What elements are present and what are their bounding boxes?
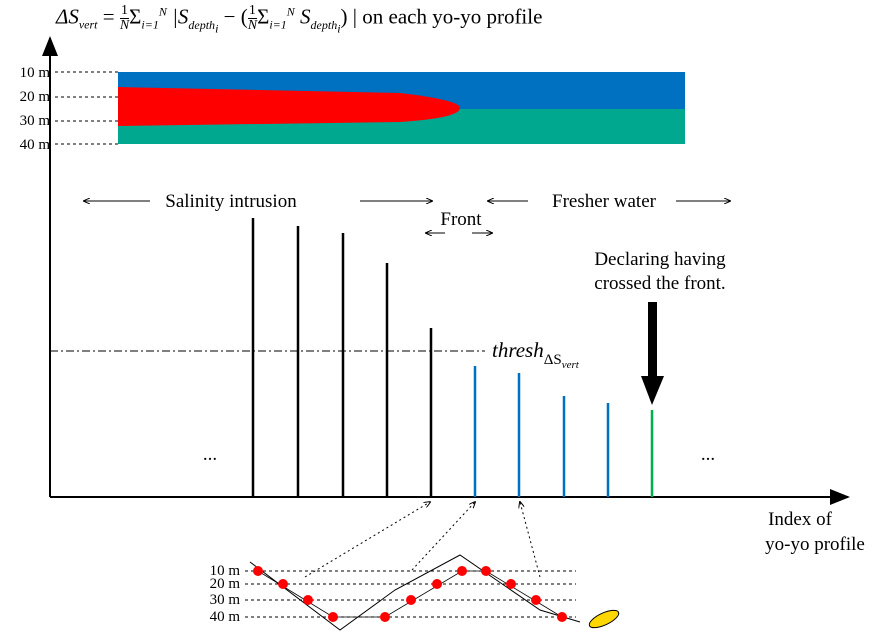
profile-bars: [253, 218, 652, 497]
threshold-label: threshΔSvert: [492, 338, 580, 371]
region-label: Salinity intrusion: [165, 191, 297, 212]
title-part: N: [248, 19, 257, 33]
arrow-shaft: [648, 302, 657, 378]
depth-guides: [245, 571, 576, 617]
depth-label: 40 m: [210, 609, 241, 625]
threshold-subsub: vert: [562, 359, 580, 371]
depth-guides: [55, 72, 118, 144]
title-part: |S: [172, 4, 188, 28]
title-part: i=1: [141, 18, 158, 32]
region-label: Front: [440, 209, 482, 230]
title-part: N: [287, 4, 295, 18]
depth-label: 20 m: [20, 89, 51, 105]
link-arrows: [305, 502, 540, 577]
title-part: ) | on each yo-yo profile: [341, 4, 543, 28]
depth-label: 30 m: [20, 113, 51, 129]
diagram: 10 m 20 m 30 m 40 m Salinity intrusion F…: [0, 0, 881, 636]
threshold-sub: ΔS: [544, 352, 562, 368]
title-part: − (: [224, 4, 248, 28]
samples: [253, 566, 567, 622]
threshold-text: thresh: [492, 338, 544, 362]
ellipsis: ...: [701, 444, 715, 465]
title-part: =: [103, 4, 115, 28]
glider: [587, 607, 621, 631]
title-part: S: [300, 4, 311, 28]
x-axis-label: Index of: [768, 509, 833, 530]
annotation: Declaring having: [594, 249, 726, 270]
depth-label: 10 m: [20, 65, 51, 81]
region-label: Fresher water: [552, 191, 657, 212]
title-part: 1: [248, 4, 257, 19]
x-axis-label: yo-yo profile: [765, 534, 865, 555]
annotation: crossed the front.: [594, 273, 725, 294]
title-part: N: [120, 19, 129, 33]
arrow-head: [641, 376, 664, 405]
title-part: Σ: [129, 4, 141, 28]
depth-label: 20 m: [210, 576, 241, 592]
title-part: i=1: [269, 18, 286, 32]
page: 10 m 20 m 30 m 40 m Salinity intrusion F…: [0, 0, 881, 636]
glider-path: [250, 555, 580, 630]
title-part: vert: [79, 18, 98, 32]
depth-label: 40 m: [20, 137, 51, 153]
title-part: depth: [311, 18, 338, 32]
title-part: Σ: [257, 4, 269, 28]
title-part: depth: [188, 18, 215, 32]
title-part: ΔS: [56, 4, 79, 28]
title-part: N: [159, 4, 167, 18]
depth-label: 30 m: [210, 592, 241, 608]
title-part: 1: [120, 4, 129, 19]
ellipsis: ...: [203, 444, 217, 465]
title-part: i: [215, 21, 218, 35]
